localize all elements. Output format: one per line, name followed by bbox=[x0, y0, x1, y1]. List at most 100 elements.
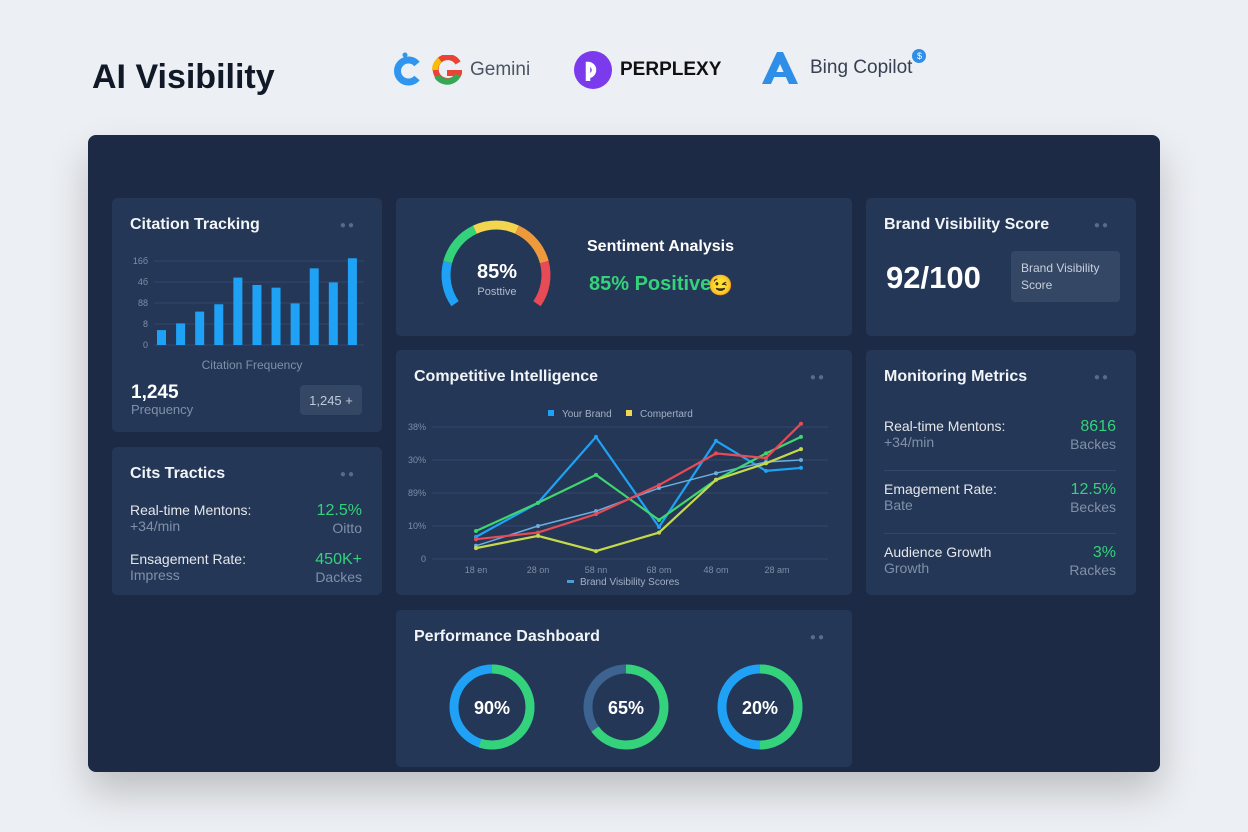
bing-copilot-label: Bing Copilot bbox=[810, 57, 913, 78]
metric-value-sublabel: Oitto bbox=[332, 520, 362, 536]
series-line bbox=[475, 435, 802, 538]
x-tick-label: 68 om bbox=[646, 565, 671, 575]
donut-arc bbox=[717, 664, 803, 750]
page-title: AI Visibility bbox=[92, 58, 275, 96]
y-tick-label: 0 bbox=[143, 340, 148, 350]
data-point bbox=[799, 465, 803, 470]
competitive-line-chart: 0 10% 89% 30% 38% 18 en 28 on 58 nn 68 om 48 om 28… bbox=[408, 409, 828, 588]
data-point bbox=[714, 477, 718, 482]
data-point bbox=[536, 530, 540, 535]
legend-swatch bbox=[548, 410, 554, 416]
metric-value: 12.5% bbox=[1070, 481, 1116, 498]
data-point bbox=[474, 537, 478, 542]
more-options-icon[interactable]: ●● bbox=[809, 632, 826, 643]
x-tick-label: 48 om bbox=[703, 565, 728, 575]
x-tick-label: 28 on bbox=[527, 565, 550, 575]
donut-arc bbox=[449, 664, 535, 750]
wink-emoji-icon: 😉 bbox=[708, 275, 733, 297]
legend-label: Your Brand bbox=[562, 409, 612, 420]
data-point bbox=[536, 500, 540, 505]
metric-sublabel: Bate bbox=[884, 497, 913, 513]
citation-count: 1,245 bbox=[131, 382, 179, 403]
data-point bbox=[799, 458, 803, 462]
data-point bbox=[536, 524, 540, 528]
more-options-icon[interactable]: ●● bbox=[1093, 372, 1110, 383]
data-point bbox=[799, 447, 803, 452]
y-tick-label: 16б bbox=[133, 256, 148, 266]
more-options-icon[interactable]: ●● bbox=[1093, 220, 1110, 231]
data-point bbox=[799, 421, 803, 426]
donut-arc bbox=[583, 664, 669, 750]
google-logo-icon bbox=[432, 55, 462, 85]
metric-value-sublabel: Backes bbox=[1070, 436, 1116, 452]
x-tick-label: 28 am bbox=[764, 565, 789, 575]
data-point bbox=[474, 528, 478, 533]
bar bbox=[290, 303, 300, 345]
data-point bbox=[764, 461, 768, 466]
metric-value-sublabel: Dackes bbox=[315, 569, 362, 585]
series-line bbox=[475, 422, 802, 541]
data-point bbox=[714, 438, 718, 443]
data-point bbox=[657, 530, 661, 535]
monitoring-metrics-card: Monitoring Metrics ●● Real-time Mentons:… bbox=[866, 350, 1136, 595]
bar bbox=[328, 282, 338, 345]
data-point bbox=[594, 472, 598, 477]
y-tick-label: 8 bbox=[143, 319, 148, 329]
data-point bbox=[594, 549, 598, 554]
x-axis-label: Citation Frequency bbox=[201, 358, 303, 372]
gauge-segment bbox=[441, 260, 459, 307]
more-options-icon[interactable]: ●● bbox=[339, 220, 356, 231]
more-options-icon[interactable]: ●● bbox=[809, 372, 826, 383]
bar bbox=[347, 258, 357, 345]
metric-sublabel: Impress bbox=[130, 567, 180, 583]
metric-value: 450K+ bbox=[315, 551, 362, 568]
citation-chip[interactable]: 1,245 + bbox=[300, 385, 362, 415]
bar bbox=[252, 284, 262, 345]
y-tick-label: 0 bbox=[421, 554, 426, 564]
x-tick-label: 18 en bbox=[465, 565, 488, 575]
legend-label: Compertard bbox=[640, 409, 693, 420]
more-options-icon[interactable]: ●● bbox=[339, 469, 356, 480]
citation-count-label: Prequency bbox=[131, 402, 194, 417]
data-point bbox=[764, 456, 768, 461]
bar bbox=[214, 304, 224, 345]
metric-sublabel: Growth bbox=[884, 560, 930, 576]
brand-score-value: 92/100 bbox=[886, 260, 981, 295]
bar bbox=[271, 287, 281, 345]
bing-logo: Bing Copilot $ bbox=[758, 49, 934, 86]
data-point bbox=[594, 512, 598, 517]
metric-row: Ensagement Rate: Impress 450K+ Dackes bbox=[130, 551, 362, 585]
divider bbox=[884, 470, 1116, 471]
metric-label: Ensagement Rate: bbox=[130, 551, 246, 567]
data-point bbox=[657, 518, 661, 523]
metric-label: Real-time Mentons: bbox=[130, 502, 252, 518]
y-tick-label: 10% bbox=[408, 521, 426, 531]
gauge-value: 85% bbox=[476, 261, 518, 283]
bottom-legend-label: Brand Visibility Scores bbox=[580, 577, 679, 588]
performance-donut: 90% bbox=[449, 664, 535, 750]
metric-label: Real-time Mentons: bbox=[884, 418, 1006, 434]
metric-value-sublabel: Beckes bbox=[1070, 499, 1116, 515]
series-line bbox=[475, 435, 802, 532]
brand-score-chip[interactable]: Brand Visibility Score bbox=[1011, 251, 1120, 302]
card-title: Competitive Intelligence bbox=[414, 368, 599, 385]
data-point bbox=[594, 434, 598, 439]
metric-row: Emagement Rate: Bate 12.5% Beckes bbox=[884, 481, 1116, 515]
card-title: Cits Tractics bbox=[130, 465, 226, 482]
data-point bbox=[714, 471, 718, 476]
perplexity-logo-icon bbox=[574, 51, 612, 89]
brand-visibility-card: Brand Visibility Score ●● 92/100 Brand V… bbox=[866, 198, 1136, 336]
card-title: Monitoring Metrics bbox=[884, 368, 1028, 385]
sentiment-summary: 85% Positive bbox=[589, 273, 712, 295]
x-tick-label: 58 nn bbox=[585, 565, 608, 575]
bar bbox=[157, 330, 166, 345]
gauge-segment bbox=[515, 225, 549, 264]
bar bbox=[233, 277, 243, 345]
copilot-logo-icon bbox=[762, 52, 798, 84]
bar bbox=[176, 323, 186, 345]
data-point bbox=[764, 451, 768, 456]
performance-donut: 65% bbox=[583, 664, 669, 750]
divider bbox=[884, 533, 1116, 534]
card-title: Sentiment Analysis bbox=[587, 238, 735, 255]
y-tick-label: 88 bbox=[138, 298, 148, 308]
